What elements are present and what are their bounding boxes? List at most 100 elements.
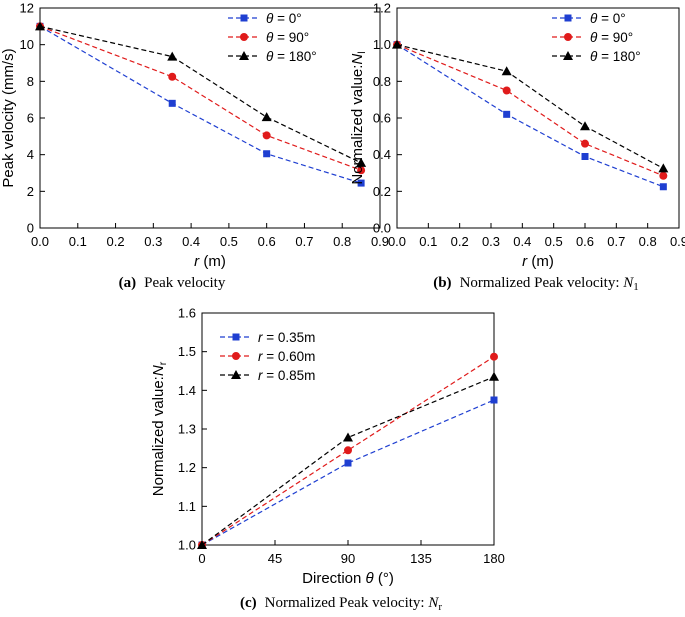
x-tick-label: 0.9 (371, 234, 389, 249)
x-tick-label: 0.1 (419, 234, 437, 249)
legend-label: θ = 0° (590, 11, 626, 26)
data-point (580, 121, 590, 131)
x-tick-label: 0.5 (545, 234, 563, 249)
legend-label: θ = 90° (266, 30, 309, 45)
figure-caption: (c) Normalized Peak velocity: Nr (240, 595, 442, 613)
y-tick-label: 1.0 (373, 37, 391, 52)
x-tick-label: 0.5 (220, 234, 238, 249)
data-point (357, 166, 366, 175)
x-tick-label: 0.6 (258, 234, 276, 249)
series-line-3 (201, 376, 495, 546)
y-tick-label: 6 (27, 111, 34, 126)
legend-label: θ = 180° (266, 49, 317, 64)
x-tick-label: 0.7 (607, 234, 625, 249)
y-tick-label: 0 (27, 221, 34, 236)
data-point (502, 86, 511, 95)
legend-marker (232, 352, 240, 360)
data-point (197, 540, 207, 549)
x-tick-label: 0 (198, 551, 205, 566)
x-tick-label: 45 (268, 551, 282, 566)
x-tick-label: 0.3 (144, 234, 162, 249)
chart-panel-2: 0.0 0.1 0.2 0.3 0.4 0.5 0.6 0.7 0.8 0.90.00.20.40… (349, 1, 685, 294)
plot-frame (396, 7, 680, 229)
legend-item-2: r = 0.60m (220, 349, 315, 364)
figure-caption: (b) Normalized Peak velocity: N1 (433, 275, 639, 293)
x-tick-label: 0.0 (31, 234, 49, 249)
x-tick-label: 0.0 (388, 234, 406, 249)
data-point (490, 396, 498, 404)
legend-label: r = 0.85m (258, 368, 315, 383)
chart-panel-3: 0 45 90 135 180 1.0 1.1 1.2 1.3 1.4 1.5 1.6 Directio… (150, 306, 505, 614)
y-tick-label: 1.2 (373, 1, 391, 16)
data-point (490, 352, 498, 361)
series-line-1 (396, 44, 664, 188)
legend-marker (232, 333, 240, 341)
data-point (392, 39, 402, 49)
y-tick-label: 1.5 (178, 344, 196, 359)
legend-label: r = 0.60m (258, 349, 315, 364)
data-point (356, 157, 367, 167)
legend-item-1: θ = 0° (552, 11, 626, 26)
legend-item-2: θ = 90° (552, 30, 633, 45)
x-axis-label: Direction θ (°) (302, 570, 394, 587)
x-tick-label: 0.8 (333, 234, 351, 249)
y-tick-label: 0.8 (373, 74, 391, 89)
x-tick-label: 0.3 (482, 234, 500, 249)
data-point (659, 171, 668, 180)
y-tick-label: 1.1 (178, 499, 196, 514)
figure-caption: (a) Peak velocity (119, 275, 226, 291)
series-line-1 (201, 399, 495, 546)
legend-item-3: r = 0.85m (220, 368, 315, 383)
x-tick-label: 0.4 (182, 234, 200, 249)
y-tick-label: 10 (20, 37, 34, 52)
x-tick-label: 0.8 (639, 234, 657, 249)
legend-item-3: θ = 180° (228, 49, 317, 64)
data-point (262, 131, 271, 140)
data-point (659, 183, 667, 191)
legend-marker (231, 370, 241, 379)
legend-marker (563, 51, 573, 60)
data-point (503, 110, 511, 118)
series-line-1 (39, 25, 362, 184)
y-axis-label: Normalized value:Nl (349, 51, 368, 184)
y-axis-label: Peak velocity (mm/s) (0, 48, 17, 187)
y-tick-label: 1.6 (178, 306, 196, 321)
data-point (35, 21, 45, 31)
legend-item-3: θ = 180° (552, 49, 641, 64)
y-tick-label: 1.0 (178, 538, 196, 553)
data-point (167, 51, 178, 61)
x-tick-label: 0.2 (107, 234, 125, 249)
data-point (489, 371, 499, 381)
plot-frame (39, 7, 381, 229)
y-tick-label: 1.3 (178, 422, 196, 437)
legend-marker (564, 33, 572, 41)
series-line-2 (201, 356, 495, 546)
data-point (261, 112, 272, 122)
data-point (658, 163, 669, 173)
y-tick-label: 12 (20, 1, 34, 16)
x-tick-label: 0.7 (295, 234, 313, 249)
data-point (501, 66, 512, 76)
data-point (263, 150, 271, 158)
x-tick-label: 0.2 (451, 234, 469, 249)
x-axis-label: r (m) (194, 253, 226, 270)
x-axis-label: r (m) (522, 253, 554, 270)
y-tick-label: 2 (27, 184, 34, 199)
legend-marker (240, 14, 248, 22)
legend-marker (240, 33, 248, 41)
legend-label: r = 0.35m (258, 330, 315, 345)
y-tick-label: 4 (27, 147, 34, 162)
data-point (581, 139, 589, 148)
y-tick-label: 8 (27, 74, 34, 89)
y-axis-label: Normalized value:Nr (150, 361, 169, 496)
legend-label: θ = 180° (590, 49, 641, 64)
legend-item-1: θ = 0° (228, 11, 302, 26)
legend-label: θ = 0° (266, 11, 302, 26)
chart-panel-1: 0.0 0.1 0.2 0.3 0.4 0.5 0.6 0.7 0.8 0.9 0 2 4 6 8 10 12 r… (0, 1, 389, 292)
y-tick-label: 1.4 (178, 383, 196, 398)
legend-item-2: θ = 90° (228, 30, 309, 45)
data-point (343, 432, 353, 442)
series-line-3 (39, 25, 362, 164)
legend-label: θ = 90° (590, 30, 633, 45)
plot-frame (201, 312, 495, 546)
